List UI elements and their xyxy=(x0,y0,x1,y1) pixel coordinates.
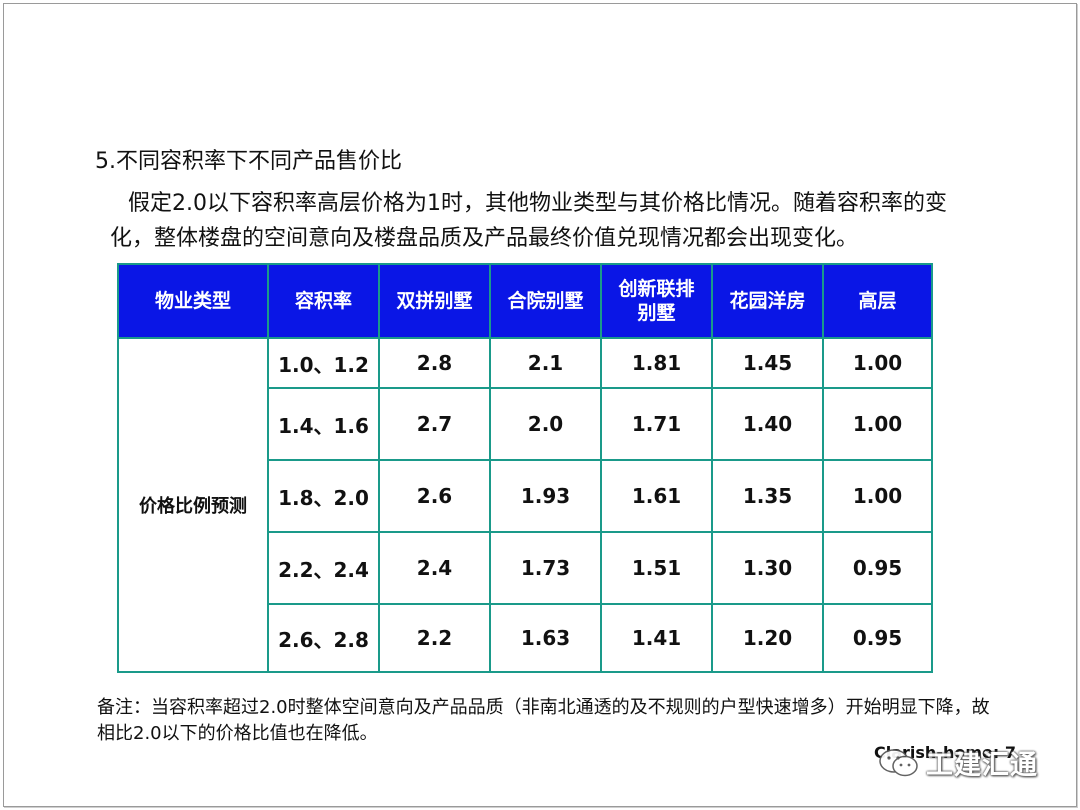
cell-value: 2.0 xyxy=(489,387,602,461)
footnote: 备注：当容积率超过2.0时整体空间意向及产品品质（非南北通透的及不规则的户型快速… xyxy=(97,697,990,744)
cell-value: 2.4 xyxy=(378,531,491,605)
table-row: 价格比例预测 1.0、1.2 2.8 2.1 1.81 1.45 1.00 xyxy=(117,337,933,673)
header-garden-house: 花园洋房 xyxy=(711,263,824,339)
cell-plot-ratio: 2.6、2.8 xyxy=(267,603,380,673)
cell-value: 1.81 xyxy=(600,337,713,389)
header-innovative-townhouse: 创新联排别墅 xyxy=(600,263,713,339)
watermark-text: 工建汇通 xyxy=(926,750,1038,781)
header-high-rise: 高层 xyxy=(822,263,933,339)
cell-value: 1.61 xyxy=(600,459,713,533)
cell-value: 1.63 xyxy=(489,603,602,673)
cell-value: 0.95 xyxy=(822,531,933,605)
cell-value: 2.6 xyxy=(378,459,491,533)
slide-frame xyxy=(3,3,1077,807)
table-row: 2.6、2.8 2.2 1.63 1.41 1.20 0.95 xyxy=(118,603,933,673)
header-plot-ratio: 容积率 xyxy=(267,263,380,339)
cell-value: 1.71 xyxy=(600,387,713,461)
table-header-row: 物业类型 容积率 双拼别墅 合院别墅 创新联排别墅 花园洋房 高层 xyxy=(117,263,933,339)
cell-value: 1.41 xyxy=(600,603,713,673)
cell-value: 1.00 xyxy=(822,387,933,461)
cell-value: 1.00 xyxy=(822,459,933,533)
cell-value: 1.40 xyxy=(711,387,824,461)
header-property-type: 物业类型 xyxy=(117,263,269,339)
header-courtyard-villa: 合院别墅 xyxy=(489,263,602,339)
wechat-icon xyxy=(878,748,920,778)
price-ratio-table: 物业类型 容积率 双拼别墅 合院别墅 创新联排别墅 花园洋房 高层 价格比例预测… xyxy=(117,263,933,673)
cell-value: 2.2 xyxy=(378,603,491,673)
section-heading: 5.不同容积率下不同产品售价比 xyxy=(95,149,402,174)
table-row: 2.2、2.4 2.4 1.73 1.51 1.30 0.95 xyxy=(118,531,933,605)
cell-plot-ratio: 1.0、1.2 xyxy=(267,337,380,389)
table-row: 1.4、1.6 2.7 2.0 1.71 1.40 1.00 xyxy=(118,387,933,461)
cell-value: 1.30 xyxy=(711,531,824,605)
cell-value: 1.35 xyxy=(711,459,824,533)
cell-value: 0.95 xyxy=(822,603,933,673)
intro-paragraph: 假定2.0以下容积率高层价格为1时，其他物业类型与其价格比情况。随着容积率的变化… xyxy=(110,191,947,251)
watermark: 工建汇通 xyxy=(878,743,1038,782)
cell-plot-ratio: 2.2、2.4 xyxy=(267,531,380,605)
cell-value: 2.8 xyxy=(378,337,491,389)
cell-value: 1.93 xyxy=(489,459,602,533)
cell-value: 1.45 xyxy=(711,337,824,389)
cell-value: 1.51 xyxy=(600,531,713,605)
cell-value: 2.7 xyxy=(378,387,491,461)
header-innovative-townhouse-text: 创新联排别墅 xyxy=(618,278,695,324)
cell-value: 1.00 xyxy=(822,337,933,389)
cell-value: 1.73 xyxy=(489,531,602,605)
cell-plot-ratio: 1.4、1.6 xyxy=(267,387,380,461)
row-group-label: 价格比例预测 xyxy=(117,337,269,673)
cell-value: 2.1 xyxy=(489,337,602,389)
header-semi-detached-villa: 双拼别墅 xyxy=(378,263,491,339)
table-row: 1.8、2.0 2.6 1.93 1.61 1.35 1.00 xyxy=(118,459,933,533)
cell-value: 1.20 xyxy=(711,603,824,673)
cell-plot-ratio: 1.8、2.0 xyxy=(267,459,380,533)
